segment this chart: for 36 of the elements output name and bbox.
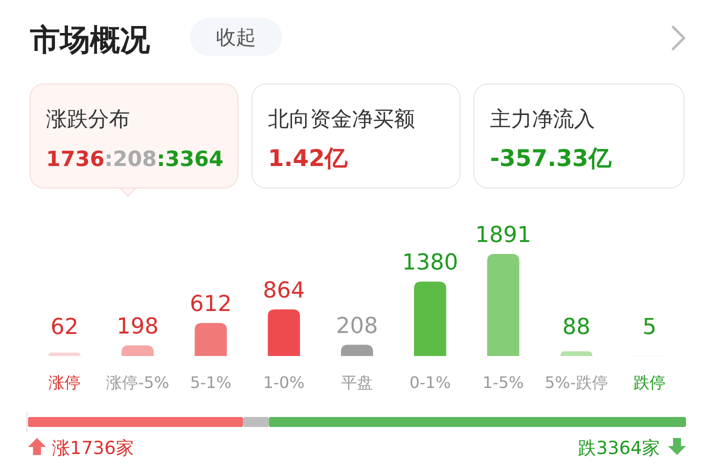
x-tick-label: 涨停-5% bbox=[106, 373, 170, 392]
x-tick-label: 平盘 bbox=[341, 373, 373, 392]
x-tick-label: 0-1% bbox=[409, 373, 451, 392]
bar bbox=[268, 309, 300, 356]
bar bbox=[122, 345, 154, 356]
data-label: 864 bbox=[262, 278, 305, 304]
data-label: 1891 bbox=[475, 223, 532, 248]
bar bbox=[194, 322, 227, 356]
data-label: 88 bbox=[562, 315, 590, 340]
text: 主力净流入 bbox=[490, 107, 595, 131]
data-label: 1380 bbox=[402, 250, 458, 276]
data-label: 208 bbox=[336, 314, 378, 339]
bar bbox=[487, 254, 520, 356]
bar bbox=[560, 351, 592, 356]
x-tick-label: 5%-跌停 bbox=[544, 373, 608, 392]
text: 涨1736家 bbox=[52, 438, 134, 459]
data-label: 198 bbox=[116, 314, 159, 340]
data-label: 612 bbox=[190, 292, 232, 317]
x-tick-label: 1-5% bbox=[482, 373, 524, 392]
text: -357.33亿 bbox=[490, 146, 612, 172]
text: 1.42亿 bbox=[268, 146, 349, 172]
bar bbox=[48, 352, 81, 356]
x-tick-label: 1-0% bbox=[263, 373, 305, 392]
x-tick-label: 涨停 bbox=[48, 373, 81, 392]
data-label: 62 bbox=[50, 315, 79, 340]
x-tick-label: 5-1% bbox=[190, 373, 232, 392]
text: 跌3364家 bbox=[578, 438, 660, 459]
x-tick-label: 跌停 bbox=[633, 373, 666, 392]
chart-title: 市场概况 bbox=[29, 23, 151, 58]
text: 北向资金净买额 bbox=[268, 107, 415, 131]
text: 1736:208:3364 bbox=[46, 147, 224, 171]
data-label: 5 bbox=[642, 315, 656, 340]
bar bbox=[340, 344, 374, 356]
text: 涨跌分布 bbox=[46, 107, 130, 131]
text: 收起 bbox=[216, 25, 256, 49]
bar bbox=[414, 282, 446, 356]
